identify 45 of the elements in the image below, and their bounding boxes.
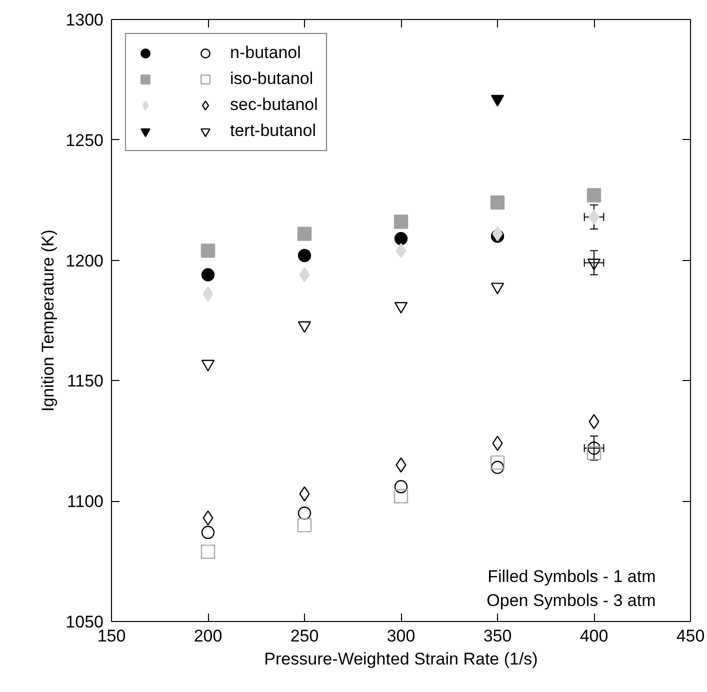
point [201, 268, 215, 282]
y-tick-label: 1100 [66, 492, 104, 512]
x-tick-label: 200 [194, 626, 222, 646]
x-tick-label: 150 [97, 626, 126, 646]
y-tick-label: 1200 [66, 251, 104, 270]
y-tick-label: 1250 [66, 130, 104, 150]
point [492, 436, 503, 451]
point [490, 460, 504, 474]
x-tick-label: 450 [676, 626, 705, 646]
x-tick-label: 350 [483, 626, 512, 646]
point [394, 480, 408, 494]
point [490, 195, 505, 210]
legend-label: sec-butanol [230, 94, 318, 116]
legend-label: iso-butanol [230, 68, 314, 90]
y-tick-label: 1300 [66, 10, 104, 30]
point [201, 526, 215, 539]
point [394, 232, 408, 246]
point [298, 248, 312, 262]
point [200, 544, 216, 559]
point [586, 188, 602, 202]
y-axis-title: Ignition Temperature (K) [38, 230, 58, 412]
point [200, 244, 216, 258]
legend-label: n-butanol [230, 42, 301, 64]
point [396, 243, 406, 258]
point [299, 486, 310, 502]
y-tick-label: 1150 [66, 372, 104, 391]
point [299, 267, 310, 282]
x-tick-label: 300 [386, 626, 416, 646]
x-tick-label: 250 [290, 626, 319, 646]
point [587, 442, 601, 455]
point [298, 506, 312, 520]
legend-label: tert-butanol [230, 120, 316, 142]
point [588, 414, 600, 430]
point [394, 214, 408, 229]
x-tick-label: 400 [580, 626, 608, 646]
point [394, 489, 408, 504]
annotation: Filled Symbols - 1 atm [488, 566, 656, 586]
point [490, 455, 505, 470]
point [490, 94, 504, 106]
point [297, 226, 312, 241]
x-axis-title: Pressure-Weighted Strain Rate (1/s) [264, 650, 538, 668]
point [492, 226, 503, 242]
point [297, 518, 312, 532]
point [586, 446, 602, 460]
annotation: Open Symbols - 3 atm [486, 590, 656, 610]
